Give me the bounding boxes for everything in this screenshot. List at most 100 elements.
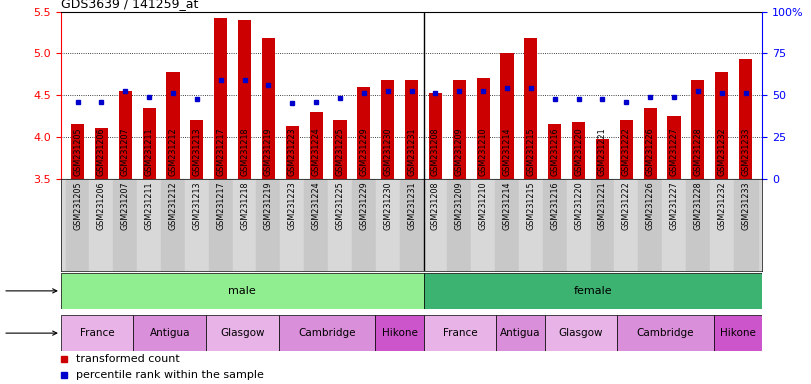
Bar (358, 87, 371, 179)
Text: GSM231225: GSM231225 (336, 181, 345, 230)
Bar (238, 20, 251, 179)
Text: GSM231224: GSM231224 (311, 181, 320, 230)
Text: GSM231220: GSM231220 (574, 181, 583, 230)
Bar (71, 124, 84, 179)
Bar (161, 179, 185, 271)
Text: GSM231206: GSM231206 (97, 181, 106, 230)
Text: GSM231205: GSM231205 (73, 181, 82, 230)
Bar (114, 179, 137, 271)
Text: GSM231232: GSM231232 (717, 181, 727, 230)
Bar (596, 139, 609, 179)
Text: GSM231215: GSM231215 (526, 181, 535, 230)
Text: GSM231229: GSM231229 (359, 181, 368, 230)
Text: GSM231219: GSM231219 (264, 181, 273, 230)
Bar (375, 179, 400, 271)
Text: GSM231223: GSM231223 (288, 181, 297, 230)
Text: GSM231213: GSM231213 (192, 181, 201, 230)
Bar (61, 273, 423, 309)
Bar (66, 179, 89, 271)
Text: percentile rank within the sample: percentile rank within the sample (76, 370, 264, 380)
Text: Glasgow: Glasgow (559, 328, 603, 338)
Bar (739, 59, 752, 179)
Bar (381, 80, 394, 179)
Bar (453, 80, 466, 179)
Bar (714, 315, 762, 351)
Bar (214, 18, 227, 179)
Text: GSM231210: GSM231210 (478, 181, 487, 230)
Bar (662, 179, 686, 271)
Bar (61, 315, 133, 351)
Bar (715, 73, 728, 179)
Bar (191, 120, 204, 179)
Text: GSM231228: GSM231228 (693, 181, 702, 230)
Text: gender: gender (0, 286, 57, 296)
Bar (500, 53, 513, 179)
Bar (644, 108, 657, 179)
Bar (328, 179, 352, 271)
Bar (471, 179, 495, 271)
Text: GSM231211: GSM231211 (144, 181, 153, 230)
Bar (262, 38, 275, 179)
Text: GSM231222: GSM231222 (622, 181, 631, 230)
Bar (572, 122, 586, 179)
Bar (429, 93, 442, 179)
Text: GSM231218: GSM231218 (240, 181, 249, 230)
Text: GSM231212: GSM231212 (169, 181, 178, 230)
Bar (208, 179, 233, 271)
Bar (686, 179, 710, 271)
Text: GSM231230: GSM231230 (384, 181, 393, 230)
Text: Antigua: Antigua (149, 328, 190, 338)
Bar (590, 179, 615, 271)
Text: GSM231207: GSM231207 (121, 181, 130, 230)
Bar (423, 315, 496, 351)
Text: Cambridge: Cambridge (298, 328, 356, 338)
Text: strain: strain (0, 328, 57, 338)
Bar (133, 315, 206, 351)
Text: GSM231216: GSM231216 (550, 181, 560, 230)
Bar (95, 129, 108, 179)
Text: GSM231214: GSM231214 (503, 181, 512, 230)
Text: GDS3639 / 141259_at: GDS3639 / 141259_at (61, 0, 198, 10)
Bar (352, 179, 375, 271)
Text: female: female (573, 286, 612, 296)
Bar (667, 116, 680, 179)
Text: GSM231231: GSM231231 (407, 181, 416, 230)
Bar (496, 315, 545, 351)
Bar (310, 112, 323, 179)
Bar (638, 179, 662, 271)
Text: GSM231221: GSM231221 (598, 181, 607, 230)
Bar (691, 80, 705, 179)
Text: GSM231227: GSM231227 (670, 181, 679, 230)
Bar (206, 315, 278, 351)
Text: GSM231209: GSM231209 (455, 181, 464, 230)
Bar (615, 179, 638, 271)
Text: transformed count: transformed count (76, 354, 180, 364)
Bar (400, 179, 423, 271)
Bar (567, 179, 590, 271)
Bar (548, 124, 561, 179)
Text: GSM231217: GSM231217 (217, 181, 225, 230)
Bar (375, 315, 423, 351)
Bar (143, 108, 156, 179)
Bar (185, 179, 208, 271)
Bar (137, 179, 161, 271)
Text: Antigua: Antigua (500, 328, 541, 338)
Bar (734, 179, 757, 271)
Bar (477, 78, 490, 179)
Text: GSM231233: GSM231233 (741, 181, 750, 230)
Text: GSM231208: GSM231208 (431, 181, 440, 230)
Bar (304, 179, 328, 271)
Text: France: France (79, 328, 114, 338)
Bar (89, 179, 114, 271)
Bar (525, 38, 538, 179)
Bar (405, 80, 418, 179)
Bar (256, 179, 281, 271)
Bar (543, 179, 567, 271)
Bar (278, 315, 375, 351)
Bar (118, 91, 132, 179)
Text: male: male (229, 286, 256, 296)
Bar (620, 120, 633, 179)
Text: Glasgow: Glasgow (220, 328, 264, 338)
Text: Hikone: Hikone (720, 328, 756, 338)
Text: Hikone: Hikone (381, 328, 418, 338)
